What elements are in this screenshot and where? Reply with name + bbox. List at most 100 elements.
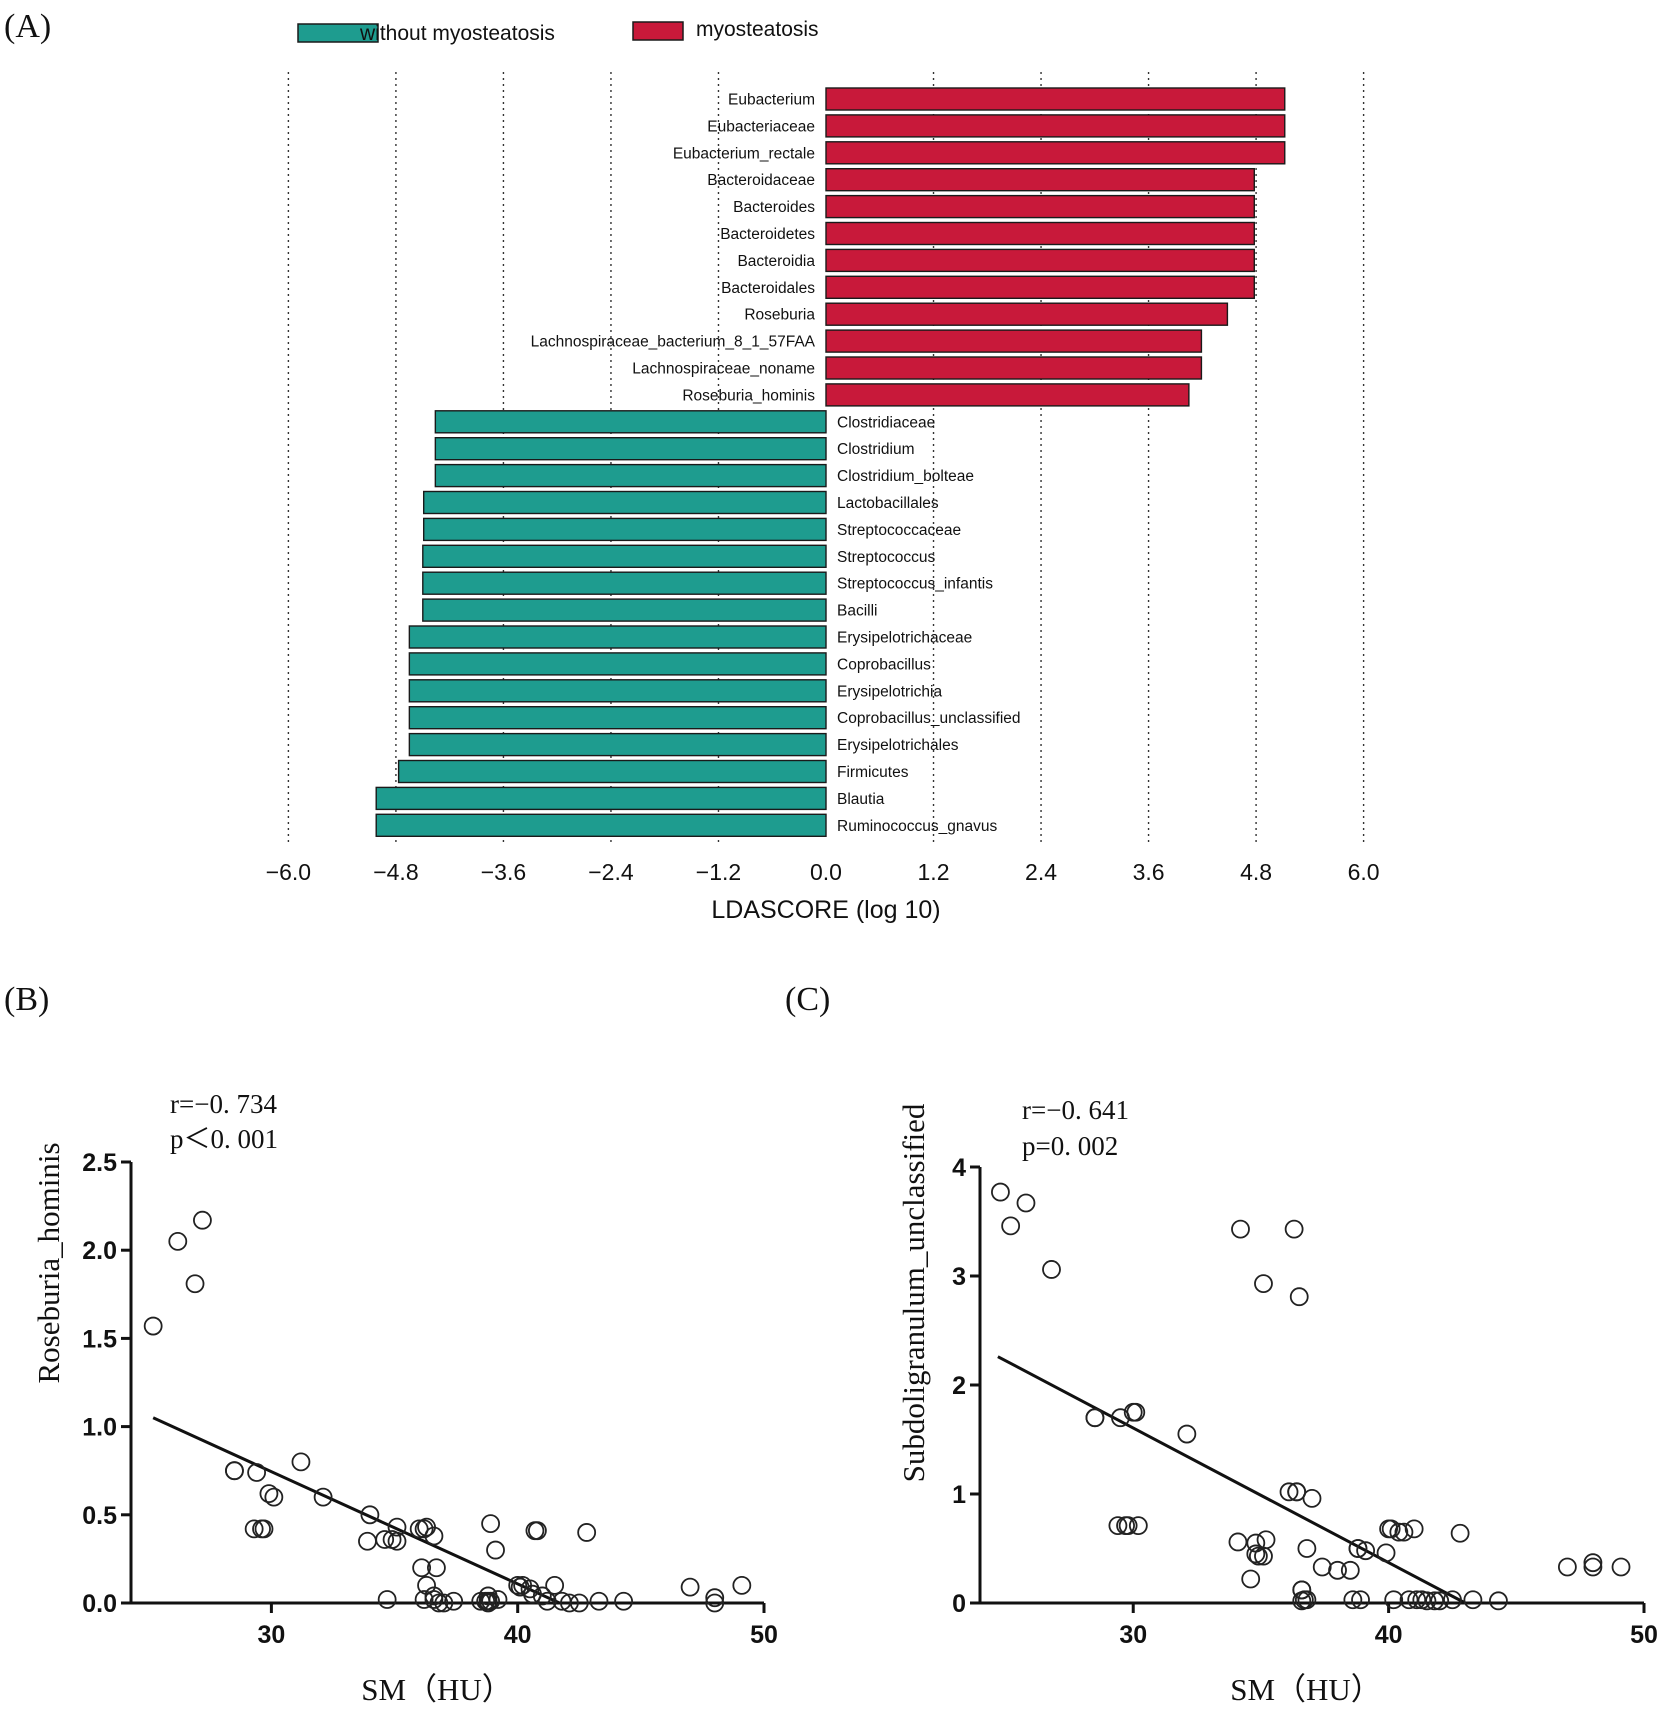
data-point xyxy=(1417,1591,1437,1611)
data-point xyxy=(732,1575,752,1595)
scatter-subdoligranulum-unclassified: r=−0. 641 p=0. 002 Subdoligranulum_uncla… xyxy=(896,1095,1658,1707)
x-tick-label: 4.8 xyxy=(1240,859,1272,885)
data-point xyxy=(387,1517,407,1537)
data-point xyxy=(375,1530,395,1549)
data-point xyxy=(225,1461,244,1481)
y-axis-label-b: Roseburia_hominis xyxy=(31,1142,66,1383)
data-point xyxy=(358,1531,377,1551)
category-label: Bacilli xyxy=(837,603,877,620)
y-tick-label: 1.5 xyxy=(82,1325,117,1353)
x-axis-label-b: SM（HU） xyxy=(361,1672,513,1707)
x-axis-label-c: SM（HU） xyxy=(1230,1672,1382,1707)
data-point xyxy=(1399,1590,1419,1610)
data-point xyxy=(478,1591,498,1611)
scatter-roseburia-hominis: r=−0. 734 p＜0. 001 Roseburia_hominis SM（… xyxy=(31,1089,778,1707)
data-point xyxy=(1407,1590,1427,1610)
data-point xyxy=(1126,1402,1146,1422)
bar xyxy=(422,517,827,542)
data-point xyxy=(1583,1557,1603,1577)
data-point xyxy=(1443,1590,1462,1610)
regression-line xyxy=(152,1416,561,1605)
category-label: Roseburia_hominis xyxy=(682,387,815,404)
data-point xyxy=(1289,1287,1309,1307)
data-point xyxy=(1450,1523,1470,1543)
data-point xyxy=(486,1540,505,1560)
bar xyxy=(375,813,827,837)
legend-swatch-myosteatosis xyxy=(632,21,684,41)
category-label: Clostridium_bolteae xyxy=(837,468,974,485)
data-point xyxy=(478,1586,498,1606)
x-tick-label: 50 xyxy=(1630,1621,1658,1649)
bar xyxy=(408,706,827,730)
data-point xyxy=(1254,1546,1273,1566)
data-point xyxy=(1118,1516,1138,1536)
data-point xyxy=(1241,1569,1261,1589)
data-point xyxy=(168,1231,188,1251)
y-tick-label: 1 xyxy=(952,1481,966,1509)
category-label: Lachnospiraceae_bacterium_8_1_57FAA xyxy=(531,334,816,351)
x-tick-label: −2.4 xyxy=(588,859,634,885)
data-point xyxy=(360,1505,380,1525)
data-point xyxy=(589,1591,609,1611)
data-point xyxy=(1583,1553,1603,1573)
data-point xyxy=(1254,1274,1273,1294)
y-tick-label: 0.5 xyxy=(82,1502,117,1530)
y-tick-label: 3 xyxy=(952,1263,966,1291)
data-point xyxy=(1404,1519,1424,1539)
bar xyxy=(434,437,827,461)
legend-label-without-myosteatosis: without myosteatosis xyxy=(359,22,555,45)
data-point xyxy=(614,1591,634,1611)
data-point xyxy=(414,1519,434,1539)
data-point xyxy=(560,1593,579,1613)
bar xyxy=(408,732,827,757)
data-point xyxy=(1489,1591,1508,1611)
bar xyxy=(825,194,1255,219)
stat-r-b: r=−0. 734 xyxy=(170,1089,277,1119)
data-point xyxy=(537,1591,557,1611)
bar xyxy=(825,87,1286,111)
x-tick-label: 40 xyxy=(504,1621,532,1649)
data-point xyxy=(1356,1541,1376,1561)
data-point xyxy=(1343,1590,1363,1610)
bar xyxy=(375,786,827,811)
data-point xyxy=(991,1182,1010,1202)
bar xyxy=(825,141,1286,165)
data-point xyxy=(1042,1260,1061,1279)
x-tick-label: −6.0 xyxy=(266,859,311,885)
data-point xyxy=(1108,1516,1128,1536)
lda-bar-chart: without myosteatosis myosteatosis Eubact… xyxy=(266,18,1380,924)
data-point xyxy=(244,1519,264,1539)
data-point xyxy=(247,1463,267,1482)
data-point xyxy=(414,1590,434,1609)
category-label: Ruminococcus_gnavus xyxy=(837,818,998,835)
data-point xyxy=(1557,1557,1577,1577)
data-point xyxy=(1228,1532,1248,1552)
data-point xyxy=(1611,1557,1631,1577)
bar xyxy=(434,410,827,434)
data-point xyxy=(254,1519,274,1539)
x-tick-label: −1.2 xyxy=(696,859,741,885)
data-point xyxy=(377,1590,397,1609)
bar xyxy=(422,544,827,568)
data-point xyxy=(1340,1560,1360,1580)
category-label: Roseburia xyxy=(744,307,815,324)
data-point xyxy=(409,1519,429,1539)
category-label: Eubacteriaceae xyxy=(707,118,815,135)
data-point xyxy=(1284,1219,1304,1239)
data-point xyxy=(508,1575,528,1595)
category-label: Lactobacillales xyxy=(837,495,939,512)
chart-legend: without myosteatosis myosteatosis xyxy=(297,18,819,45)
x-tick-label: 2.4 xyxy=(1025,859,1057,885)
data-point xyxy=(387,1531,407,1551)
x-tick-label: 3.6 xyxy=(1133,859,1165,885)
lda-x-ticks: −6.0 −4.8 −3.6 −2.4 −1.2 0.0 1.2 2.4 3.6 4.8 6.0 xyxy=(266,859,1380,885)
data-point xyxy=(1348,1539,1368,1558)
data-point xyxy=(1177,1424,1197,1444)
data-point xyxy=(412,1558,432,1578)
data-point xyxy=(705,1593,725,1613)
data-point xyxy=(424,1526,444,1546)
data-point xyxy=(1231,1219,1250,1239)
category-label: Coprobacillus xyxy=(837,656,931,673)
data-point xyxy=(1292,1580,1312,1600)
data-point xyxy=(1016,1193,1036,1213)
